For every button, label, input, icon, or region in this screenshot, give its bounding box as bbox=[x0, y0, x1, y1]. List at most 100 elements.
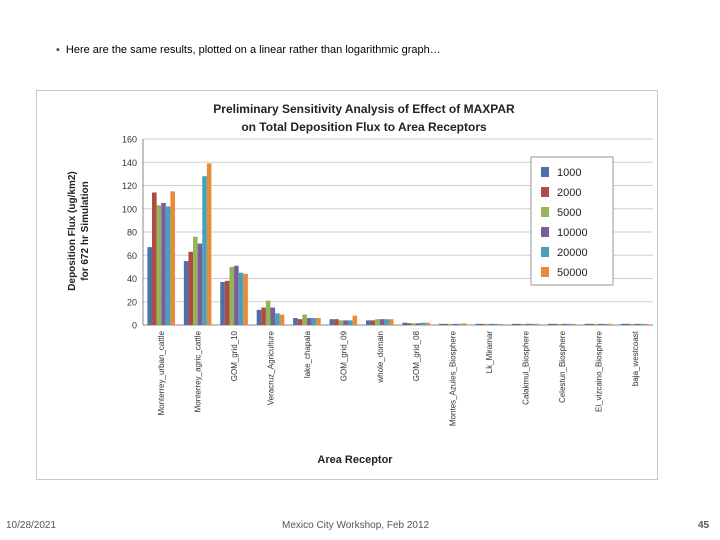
y-axis-label: Deposition Flux (ug/km2) bbox=[67, 171, 78, 290]
bar bbox=[443, 323, 449, 325]
bar bbox=[584, 323, 590, 325]
footer-center: Mexico City Workshop, Feb 2012 bbox=[282, 520, 430, 531]
page-number: 45 bbox=[698, 520, 710, 531]
legend-entry: 50000 bbox=[557, 267, 588, 279]
bar bbox=[534, 323, 540, 325]
bar bbox=[571, 323, 576, 325]
bar bbox=[306, 318, 312, 325]
bar bbox=[457, 323, 462, 325]
bar bbox=[152, 192, 157, 325]
bar bbox=[365, 320, 371, 325]
y-tick-label: 100 bbox=[122, 204, 137, 214]
bar bbox=[193, 236, 198, 325]
bar bbox=[270, 307, 276, 325]
bar bbox=[256, 309, 262, 325]
bar bbox=[202, 176, 207, 325]
bar bbox=[379, 319, 385, 325]
y-tick-label: 120 bbox=[122, 181, 137, 191]
chart-title: Preliminary Sensitivity Analysis of Effe… bbox=[213, 102, 515, 116]
bar bbox=[620, 323, 626, 325]
bar bbox=[630, 323, 635, 325]
bar bbox=[484, 323, 490, 325]
bar bbox=[265, 300, 271, 325]
x-tick-label: Monterrey_urban_cattle bbox=[157, 330, 166, 415]
bar bbox=[147, 247, 153, 325]
x-tick-label: GOM_grid_08 bbox=[412, 330, 421, 381]
bar bbox=[479, 323, 485, 325]
footer-date: 10/28/2021 bbox=[6, 520, 57, 531]
bar bbox=[297, 319, 303, 325]
x-tick-label: Monterrey_agric_cattle bbox=[194, 330, 203, 412]
bar bbox=[475, 323, 480, 325]
bar bbox=[234, 265, 239, 325]
y-axis-label-line2: for 672 hr Simulation bbox=[80, 181, 91, 280]
legend-entry: 1000 bbox=[557, 167, 581, 179]
x-tick-label: Montes_Azules_Biosphere bbox=[449, 330, 458, 426]
bar bbox=[530, 323, 535, 325]
bar bbox=[438, 323, 444, 325]
bar bbox=[161, 202, 166, 325]
bar bbox=[402, 322, 408, 325]
legend-entry: 20000 bbox=[557, 247, 588, 259]
bar bbox=[279, 314, 285, 325]
legend-entry: 5000 bbox=[557, 207, 581, 219]
bar bbox=[420, 322, 426, 325]
y-tick-label: 60 bbox=[127, 251, 137, 261]
bar bbox=[170, 191, 176, 325]
x-tick-label: GOM_grid_10 bbox=[230, 330, 239, 381]
bar bbox=[625, 323, 631, 325]
deposition-flux-chart: Preliminary Sensitivity Analysis of Effe… bbox=[67, 102, 653, 466]
bar bbox=[347, 320, 353, 325]
bar bbox=[275, 313, 280, 325]
x-tick-label: El_vizcaino_Biosphere bbox=[594, 330, 603, 411]
bar bbox=[425, 322, 431, 325]
legend-swatch bbox=[541, 247, 549, 257]
bar bbox=[384, 319, 389, 325]
bar bbox=[598, 323, 603, 325]
legend-entry: 2000 bbox=[557, 187, 581, 199]
bar bbox=[525, 323, 531, 325]
bullet-text: Here are the same results, plotted on a … bbox=[65, 44, 441, 56]
bar bbox=[589, 323, 594, 325]
bar bbox=[416, 323, 421, 325]
slide-bullet: ▪ Here are the same results, plotted on a… bbox=[56, 44, 441, 56]
legend-swatch bbox=[541, 207, 549, 217]
bar bbox=[165, 206, 171, 325]
legend-swatch bbox=[541, 267, 549, 277]
x-tick-label: baja_westcoast bbox=[631, 330, 640, 386]
bar bbox=[452, 323, 458, 325]
bar bbox=[183, 261, 189, 325]
bar bbox=[557, 323, 562, 325]
bar bbox=[311, 318, 317, 325]
bar bbox=[261, 307, 266, 325]
legend-entry: 10000 bbox=[557, 227, 588, 239]
bar bbox=[375, 319, 380, 325]
bar bbox=[593, 323, 599, 325]
bar bbox=[370, 320, 376, 325]
bar bbox=[643, 323, 649, 325]
bar bbox=[561, 323, 567, 325]
bar bbox=[407, 323, 412, 325]
bar bbox=[448, 323, 453, 325]
bar bbox=[493, 323, 499, 325]
bar bbox=[293, 318, 298, 325]
bar bbox=[548, 323, 553, 325]
bar bbox=[220, 281, 225, 325]
bar bbox=[188, 251, 194, 325]
bar bbox=[634, 323, 640, 325]
y-tick-label: 0 bbox=[132, 321, 137, 331]
y-tick-label: 40 bbox=[127, 274, 137, 284]
x-tick-label: Lk_Miramar bbox=[485, 331, 494, 374]
bar bbox=[520, 323, 526, 325]
y-tick-label: 80 bbox=[127, 228, 137, 238]
bar bbox=[461, 323, 467, 325]
bar bbox=[206, 163, 212, 325]
y-tick-label: 160 bbox=[122, 135, 137, 145]
chart-subtitle: on Total Deposition Flux to Area Recepto… bbox=[241, 120, 487, 134]
x-tick-label: Celestun_Biosphere bbox=[558, 330, 567, 403]
bar bbox=[334, 319, 339, 325]
bar bbox=[639, 323, 644, 325]
bar bbox=[243, 273, 248, 325]
bar bbox=[607, 323, 613, 325]
bar bbox=[552, 323, 558, 325]
